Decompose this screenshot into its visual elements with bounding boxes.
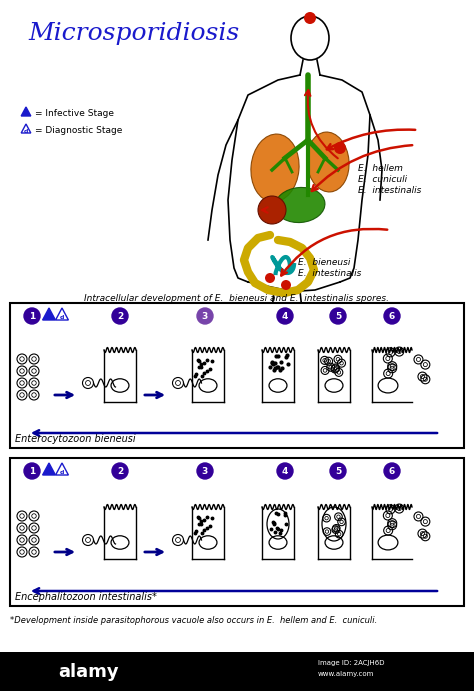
Polygon shape [43,308,55,320]
Bar [10,458,464,606]
Circle shape [265,273,275,283]
Circle shape [197,308,213,324]
FancyBboxPatch shape [372,504,417,559]
Text: = Infective Stage: = Infective Stage [35,108,114,117]
FancyBboxPatch shape [192,347,224,402]
FancyBboxPatch shape [318,504,350,559]
Text: 5: 5 [335,312,341,321]
Text: 4: 4 [282,466,288,475]
FancyBboxPatch shape [192,504,224,559]
Text: alamy: alamy [58,663,118,681]
Circle shape [24,463,40,479]
Text: 4: 4 [282,312,288,321]
Polygon shape [55,308,68,320]
Circle shape [112,463,128,479]
Text: 3: 3 [202,312,208,321]
Text: 2: 2 [117,466,123,475]
Circle shape [258,196,286,224]
Text: *Development inside parasitophorous vacuole also occurs in E.  hellem and E.  cu: *Development inside parasitophorous vacu… [10,616,377,625]
Ellipse shape [307,132,349,192]
Circle shape [281,280,291,290]
FancyBboxPatch shape [262,504,294,559]
Circle shape [304,12,316,24]
Circle shape [384,308,400,324]
Text: E.  bieneusi: E. bieneusi [298,258,350,267]
Text: 5: 5 [335,466,341,475]
Text: Image ID: 2ACJH6D: Image ID: 2ACJH6D [318,660,384,666]
Text: Intracellular development of E.  bieneusi and E.  intestinalis spores.: Intracellular development of E. bieneusi… [84,294,390,303]
Text: Encephalitozoon intestinalis*: Encephalitozoon intestinalis* [15,592,157,602]
Text: d: d [24,129,28,133]
Polygon shape [21,107,31,116]
Text: 6: 6 [389,312,395,321]
FancyBboxPatch shape [318,347,350,402]
Circle shape [277,463,293,479]
Circle shape [330,463,346,479]
Polygon shape [55,463,68,475]
Text: 2: 2 [117,312,123,321]
Text: Microsporidiosis: Microsporidiosis [28,22,239,45]
Text: d: d [60,469,64,475]
FancyBboxPatch shape [262,347,294,402]
Polygon shape [43,463,55,475]
Circle shape [112,308,128,324]
Bar [10,303,464,448]
Ellipse shape [275,187,325,223]
Text: www.alamy.com: www.alamy.com [318,671,374,677]
Text: E.  intestinalis: E. intestinalis [358,185,421,194]
Text: 3: 3 [202,466,208,475]
FancyBboxPatch shape [104,347,136,402]
Circle shape [330,308,346,324]
Polygon shape [21,124,31,133]
Text: E.  intestinalis: E. intestinalis [298,269,361,278]
Circle shape [24,308,40,324]
Text: d: d [60,314,64,319]
FancyBboxPatch shape [104,504,136,559]
Text: E.  hellem: E. hellem [358,164,403,173]
Text: 6: 6 [389,466,395,475]
Ellipse shape [251,134,299,202]
Text: = Diagnostic Stage: = Diagnostic Stage [35,126,122,135]
FancyBboxPatch shape [372,347,417,402]
Text: 1: 1 [29,312,35,321]
Circle shape [384,463,400,479]
Circle shape [197,463,213,479]
Circle shape [277,308,293,324]
Text: 1: 1 [29,466,35,475]
Text: E.  cuniculi: E. cuniculi [358,175,407,184]
Circle shape [334,142,346,154]
Text: Enterocytozoon bieneusi: Enterocytozoon bieneusi [15,434,136,444]
Bar [0,652,474,691]
